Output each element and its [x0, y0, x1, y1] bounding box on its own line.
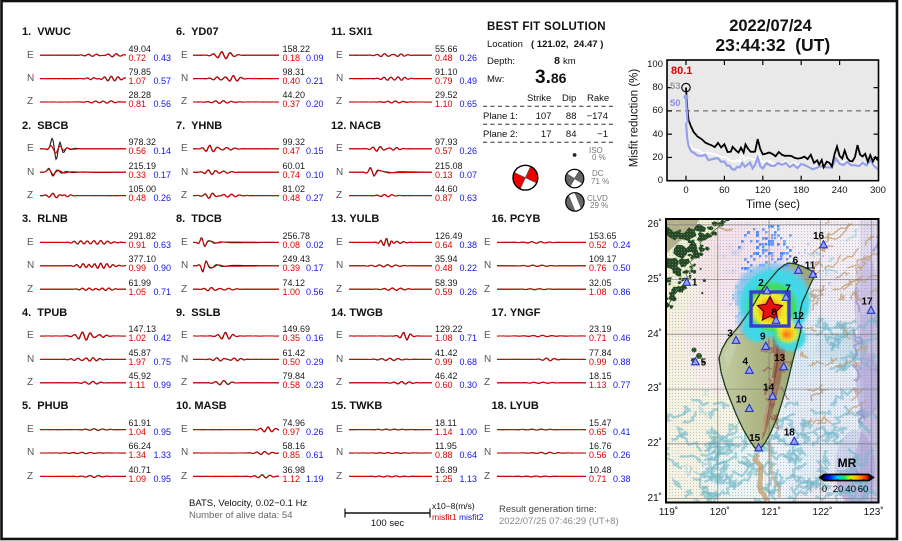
- svg-text:9: 9: [760, 332, 766, 343]
- svg-text:12: 12: [793, 311, 805, 322]
- svg-text:60: 60: [858, 484, 869, 495]
- svg-text:10: 10: [736, 395, 748, 406]
- svg-text:2: 2: [758, 278, 764, 289]
- svg-text:14: 14: [763, 383, 775, 394]
- svg-text:0: 0: [822, 484, 827, 495]
- svg-text:4: 4: [743, 357, 749, 368]
- svg-text:15: 15: [749, 433, 761, 444]
- svg-text:13: 13: [774, 353, 786, 364]
- svg-text:17: 17: [861, 297, 873, 308]
- svg-text:7: 7: [785, 284, 791, 295]
- svg-text:40: 40: [845, 484, 856, 495]
- svg-text:8: 8: [771, 308, 777, 319]
- svg-text:18: 18: [784, 428, 796, 439]
- svg-text:16: 16: [813, 231, 825, 242]
- svg-text:3: 3: [727, 329, 733, 340]
- svg-text:5: 5: [701, 358, 707, 369]
- svg-text:1: 1: [692, 278, 698, 289]
- svg-text:6: 6: [793, 256, 799, 267]
- svg-text:11: 11: [805, 261, 816, 272]
- svg-text:20: 20: [833, 484, 844, 495]
- svg-text:MR: MR: [838, 456, 857, 470]
